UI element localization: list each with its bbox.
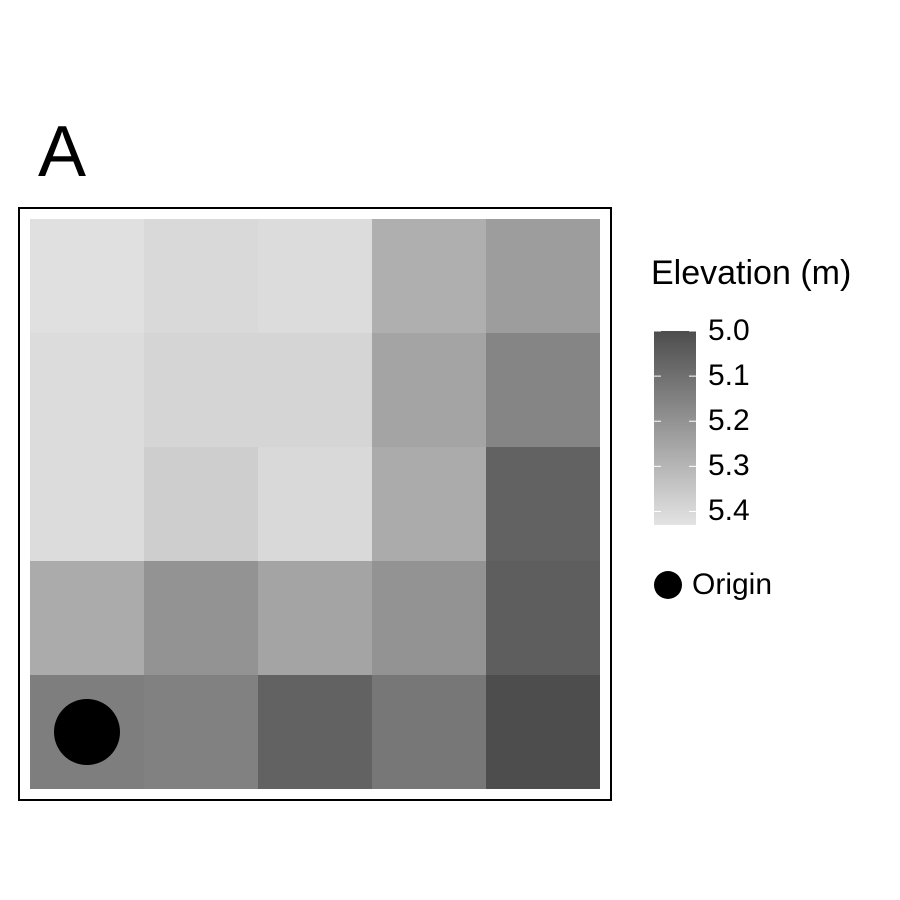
legend-origin-label: Origin <box>692 568 773 601</box>
raster-cell <box>144 561 258 675</box>
panel-label: A <box>38 112 87 192</box>
map-frame <box>18 207 612 801</box>
colorbar-tick-label: 5.3 <box>708 449 750 483</box>
raster-cell <box>144 675 258 789</box>
raster-cell <box>30 219 144 333</box>
raster-cell <box>372 219 486 333</box>
colorbar-tick-label: 5.1 <box>708 359 750 393</box>
raster-cell <box>258 675 372 789</box>
raster-cells <box>30 219 600 789</box>
raster-cell <box>258 219 372 333</box>
raster-cell <box>486 561 600 675</box>
legend-colorbar <box>654 331 696 525</box>
raster-cell <box>372 675 486 789</box>
raster-cell <box>258 561 372 675</box>
raster-cell <box>258 447 372 561</box>
raster-cell <box>486 219 600 333</box>
raster-cell <box>372 333 486 447</box>
raster-cell <box>372 561 486 675</box>
raster-cell <box>30 447 144 561</box>
legend-origin-marker <box>654 571 682 599</box>
raster-cell <box>258 333 372 447</box>
raster-cell <box>372 447 486 561</box>
raster-cell <box>144 333 258 447</box>
colorbar-tick-label: 5.4 <box>708 494 750 528</box>
raster-cell <box>144 447 258 561</box>
colorbar-ticks <box>654 330 696 512</box>
raster-cell <box>30 333 144 447</box>
legend-title: Elevation (m) <box>651 254 852 292</box>
raster-cell <box>486 333 600 447</box>
origin-marker <box>54 699 120 765</box>
colorbar-tick-label: 5.2 <box>708 404 750 438</box>
raster-cell <box>144 219 258 333</box>
raster-cell <box>30 561 144 675</box>
colorbar-tick-label: 5.0 <box>708 314 750 347</box>
raster-cell <box>486 675 600 789</box>
origin-points <box>54 699 120 765</box>
raster-cell <box>486 447 600 561</box>
